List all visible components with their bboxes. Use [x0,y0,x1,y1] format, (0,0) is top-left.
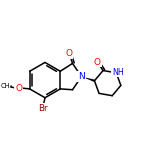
Polygon shape [81,77,95,82]
Text: N: N [78,72,85,81]
Text: CH₃: CH₃ [0,83,12,89]
Text: O: O [94,57,101,67]
Text: NH: NH [112,68,124,77]
Text: O: O [66,49,73,58]
Text: Br: Br [38,104,48,113]
Text: O: O [15,84,22,93]
